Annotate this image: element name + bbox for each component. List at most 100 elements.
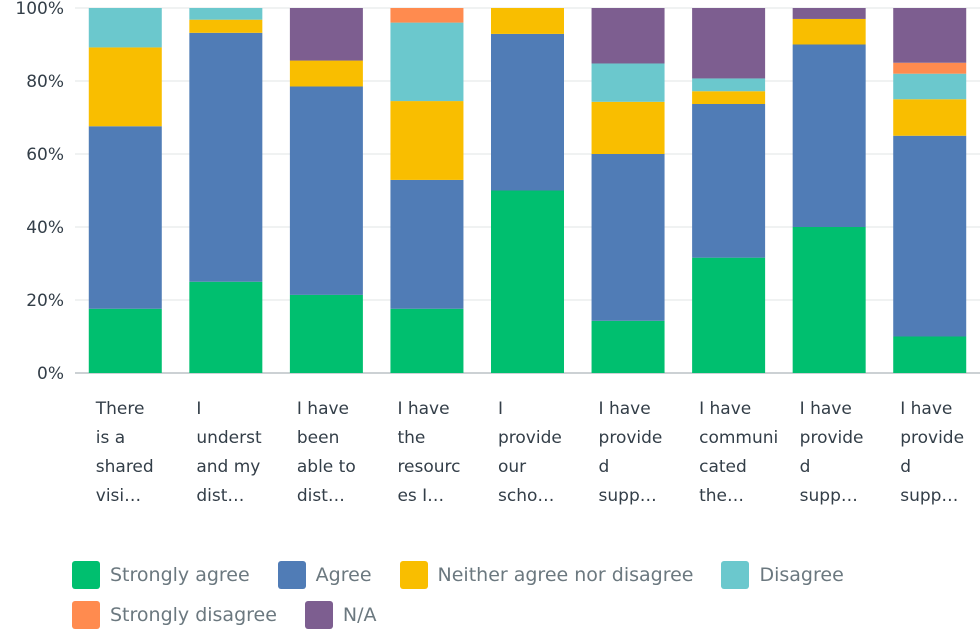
x-tick-label: provide: [498, 428, 562, 448]
x-tick-label: communi: [699, 428, 778, 448]
legend-item[interactable]: Strongly disagree: [72, 600, 277, 630]
bar-segment[interactable]: [289, 86, 363, 295]
x-tick-label: es I…: [397, 486, 444, 506]
x-tick-label: cated: [699, 457, 747, 477]
x-tick-label: provide: [900, 428, 964, 448]
legend-swatch: [72, 601, 100, 629]
bar-segment[interactable]: [792, 8, 866, 19]
bar-segment[interactable]: [189, 32, 263, 282]
bar-segment[interactable]: [289, 60, 363, 87]
x-tick-label: dist…: [297, 486, 345, 506]
x-tick-label: d: [900, 457, 911, 477]
x-tick-label: d: [599, 457, 610, 477]
bar-segment[interactable]: [893, 99, 967, 136]
bar-segment[interactable]: [88, 126, 162, 309]
bar-segment[interactable]: [491, 8, 564, 34]
x-tick-label: resourc: [397, 457, 460, 477]
x-tick-label: is a: [96, 428, 125, 448]
legend-label: Strongly agree: [110, 564, 250, 586]
legend-item[interactable]: Agree: [277, 560, 372, 590]
bar-segment[interactable]: [390, 179, 464, 309]
y-tick-label: 40%: [26, 218, 64, 238]
x-tick-label: I: [196, 399, 201, 419]
legend-label: N/A: [342, 604, 377, 626]
bar-segment[interactable]: [289, 8, 363, 61]
x-tick-label: supp…: [599, 486, 657, 506]
legend-swatch: [72, 561, 100, 589]
x-tick-label: I have: [297, 399, 349, 419]
x-tick-label: I have: [900, 399, 952, 419]
x-tick-label: provide: [800, 428, 864, 448]
bar-segment[interactable]: [390, 8, 464, 23]
bar-segment[interactable]: [692, 103, 766, 258]
bar-segment[interactable]: [591, 101, 665, 154]
x-tick-label: supp…: [900, 486, 958, 506]
bar-segment[interactable]: [692, 78, 766, 92]
x-tick-label: There: [95, 399, 145, 419]
x-tick-label: I: [498, 399, 503, 419]
bar-segment[interactable]: [88, 47, 162, 127]
x-tick-label: supp…: [800, 486, 858, 506]
legend-label: Disagree: [759, 564, 844, 586]
bar-segment[interactable]: [893, 73, 967, 100]
legend-label: Agree: [315, 564, 372, 586]
legend-label: Neither agree nor disagree: [437, 564, 694, 586]
bar-segment[interactable]: [792, 227, 866, 373]
y-tick-label: 20%: [26, 291, 64, 311]
bar-segment[interactable]: [692, 257, 766, 373]
bar-segment[interactable]: [390, 101, 464, 180]
bar-segment[interactable]: [792, 18, 866, 45]
bar-segment[interactable]: [390, 308, 464, 373]
legend-swatch: [721, 561, 750, 589]
bar-segment[interactable]: [893, 62, 967, 74]
bar-segment[interactable]: [591, 154, 665, 321]
x-tick-label: underst: [196, 428, 262, 448]
legend-swatch: [277, 561, 306, 589]
x-tick-label: dist…: [196, 486, 244, 506]
bar-segment[interactable]: [88, 8, 162, 48]
bar-segment[interactable]: [893, 8, 967, 63]
y-tick-label: 0%: [37, 364, 64, 384]
legend: Strongly agree Agree Neither agree nor dis…: [72, 560, 952, 630]
legend-swatch: [304, 601, 333, 629]
x-tick-label: I have: [599, 399, 651, 419]
legend-item[interactable]: Strongly agree: [72, 560, 250, 590]
bar-segment[interactable]: [189, 19, 263, 33]
y-tick-label: 100%: [15, 0, 64, 19]
bar-segment[interactable]: [591, 63, 665, 102]
x-tick-label: our: [498, 457, 526, 477]
x-tick-label: scho…: [498, 486, 554, 506]
bar-segment[interactable]: [591, 8, 665, 64]
bar-segment[interactable]: [491, 190, 564, 374]
bar-segment[interactable]: [893, 135, 967, 337]
bar-segment[interactable]: [189, 281, 263, 373]
x-tick-label: the: [397, 428, 425, 448]
legend-swatch: [399, 561, 428, 589]
x-tick-label: provide: [599, 428, 663, 448]
bar-segment[interactable]: [88, 308, 162, 373]
bar-segment[interactable]: [893, 336, 967, 374]
bar-segment[interactable]: [591, 320, 665, 373]
legend-item[interactable]: Neither agree nor disagree: [399, 560, 694, 590]
bar-segment[interactable]: [692, 8, 766, 79]
bar-segment[interactable]: [189, 8, 263, 20]
legend-label: Strongly disagree: [110, 604, 277, 626]
x-tick-label: the…: [699, 486, 744, 506]
x-tick-label: and my: [196, 457, 260, 477]
x-tick-label: I have: [800, 399, 852, 419]
x-tick-label: I have: [397, 399, 449, 419]
bar-segment[interactable]: [289, 294, 363, 373]
y-tick-label: 80%: [26, 72, 64, 92]
bar-segment[interactable]: [692, 91, 766, 104]
bar-segment[interactable]: [491, 33, 564, 191]
stacked-bar-chart: 0% 20% 40% 60% 80% 100% There is a shared visi… Iu…: [15, 0, 980, 506]
legend-item[interactable]: N/A: [304, 600, 377, 630]
bar-segment[interactable]: [792, 44, 866, 228]
x-tick-label: d: [800, 457, 811, 477]
bar-segment[interactable]: [390, 22, 464, 102]
legend-item[interactable]: Disagree: [721, 560, 844, 590]
x-tick-label: able to: [297, 457, 356, 477]
x-tick-label: I have: [699, 399, 751, 419]
y-tick-label: 60%: [26, 145, 64, 165]
x-tick-label: shared: [96, 457, 154, 477]
